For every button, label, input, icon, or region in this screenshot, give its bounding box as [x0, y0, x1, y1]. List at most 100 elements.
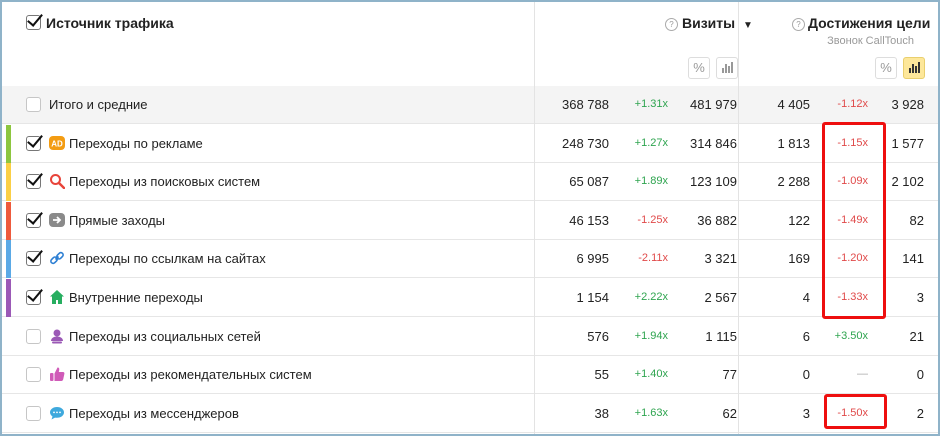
row-checkbox[interactable] [26, 136, 41, 151]
source-label[interactable]: Итого и средние [49, 97, 148, 112]
social-person-icon [49, 328, 65, 344]
column-divider [534, 2, 535, 434]
goal-change: -1.09x [837, 175, 868, 187]
thumbs-up-icon [49, 366, 65, 382]
table-row[interactable]: AD Переходы по рекламе 248 730 +1.27x 314 84… [2, 125, 938, 163]
row-checkbox[interactable] [26, 290, 41, 305]
source-label[interactable]: Переходы по рекламе [69, 136, 203, 151]
series-color-strip [6, 163, 11, 201]
visits-change: +1.94x [634, 330, 668, 342]
goal-change: -1.15x [837, 137, 868, 149]
visits-value: 65 087 [569, 174, 609, 189]
goal-change: — [857, 368, 868, 380]
row-checkbox[interactable] [26, 251, 41, 266]
goal-value: 2 288 [777, 174, 810, 189]
visits-help-icon[interactable]: ? [665, 18, 678, 31]
visits-label: Визиты [682, 15, 736, 31]
visits-change: -2.11x [638, 252, 668, 264]
table-row[interactable]: Переходы из рекомендательных систем 55 +1.… [2, 356, 938, 394]
row-checkbox[interactable] [26, 97, 41, 112]
home-icon [49, 289, 65, 305]
series-color-strip [6, 125, 11, 163]
visits-change: +1.89x [634, 175, 668, 187]
visits-value: 46 153 [569, 213, 609, 228]
goals-help-icon[interactable]: ? [792, 18, 805, 31]
svg-text:AD: AD [51, 140, 63, 149]
source-column-header[interactable]: Источник трафика [46, 15, 174, 31]
goal-change: -1.20x [837, 252, 868, 264]
visits-compare-value: 62 [722, 406, 737, 421]
goal-compare-value: 3 [916, 290, 924, 305]
goals-percent-toggle[interactable]: % [875, 57, 897, 79]
visits-value: 6 995 [576, 251, 609, 266]
series-color-strip [6, 279, 11, 317]
table-row[interactable]: Прямые заходы 46 153 -1.25x 36 882 122 -1.49x… [2, 202, 938, 240]
goals-bars-toggle[interactable] [903, 57, 925, 79]
row-checkbox[interactable] [26, 213, 41, 228]
goal-value: 6 [802, 329, 810, 344]
visits-percent-toggle[interactable]: % [688, 57, 710, 79]
visits-compare-value: 1 115 [705, 329, 737, 344]
link-icon [49, 250, 65, 266]
table-row[interactable]: Переходы из мессенджеров 38 +1.63x 62 3 -1.50… [2, 395, 938, 433]
source-label[interactable]: Переходы из мессенджеров [69, 406, 239, 421]
table-row[interactable]: Переходы из поисковых систем 65 087 +1.89x… [2, 163, 938, 201]
source-label[interactable]: Внутренние переходы [69, 290, 203, 305]
table-row[interactable]: Внутренние переходы 1 154 +2.22x 2 567 4 -1.3… [2, 279, 938, 317]
table-row[interactable]: Переходы из социальных сетей 576 +1.94x 1 1… [2, 318, 938, 356]
visits-compare-value: 123 109 [690, 174, 737, 189]
row-checkbox[interactable] [26, 367, 41, 382]
visits-value: 248 730 [562, 136, 609, 151]
goal-value: 4 405 [777, 97, 810, 112]
goal-change: -1.50x [837, 407, 868, 419]
ad-icon: AD [49, 135, 65, 151]
visits-value: 38 [594, 406, 609, 421]
visits-compare-value: 77 [722, 367, 737, 382]
highlight-box-messengers [824, 394, 887, 429]
visits-change: +2.22x [634, 291, 668, 303]
goal-name: Звонок CallTouch [827, 35, 914, 47]
goal-change: -1.49x [837, 214, 868, 226]
visits-change: -1.25x [637, 214, 668, 226]
series-color-strip [6, 240, 11, 278]
visits-bars-toggle[interactable] [716, 57, 738, 79]
source-label[interactable]: Прямые заходы [69, 213, 166, 228]
goal-compare-value: 82 [909, 213, 924, 228]
goal-value: 3 [802, 406, 810, 421]
goal-change: -1.12x [837, 98, 868, 110]
goals-column-header[interactable]: Достижения цели [808, 15, 931, 31]
goal-compare-value: 21 [909, 329, 924, 344]
search-icon [49, 173, 66, 190]
table-row[interactable]: Переходы по ссылкам на сайтах 6 995 -2.11x… [2, 240, 938, 278]
select-all-checkbox[interactable] [26, 15, 41, 30]
sort-desc-icon: ▼ [743, 20, 753, 31]
visits-value: 368 788 [562, 97, 609, 112]
visits-column-header[interactable]: Визиты ▼ [682, 15, 753, 31]
highlight-box-decreases [822, 122, 886, 319]
row-checkbox[interactable] [26, 329, 41, 344]
goal-value: 169 [788, 251, 810, 266]
goal-compare-value: 141 [902, 251, 924, 266]
visits-change: +1.27x [634, 137, 668, 149]
row-checkbox[interactable] [26, 406, 41, 421]
total-row[interactable]: Итого и средние 368 788 +1.31x 481 979 4 405… [2, 86, 938, 124]
source-label[interactable]: Переходы по ссылкам на сайтах [69, 251, 266, 266]
source-label[interactable]: Переходы из рекомендательных систем [69, 367, 312, 382]
goal-compare-value: 1 577 [891, 136, 924, 151]
visits-value: 1 154 [576, 290, 609, 305]
visits-compare-value: 481 979 [690, 97, 737, 112]
goal-compare-value: 3 928 [891, 97, 924, 112]
visits-change: +1.31x [634, 98, 668, 110]
goal-compare-value: 2 102 [891, 174, 924, 189]
goal-value: 1 813 [777, 136, 810, 151]
table-header: Источник трафика ? Визиты ▼ % ? Достижен… [2, 2, 938, 87]
source-label[interactable]: Переходы из социальных сетей [69, 329, 261, 344]
visits-change: +1.40x [634, 368, 668, 380]
row-checkbox[interactable] [26, 174, 41, 189]
visits-compare-value: 2 567 [704, 290, 737, 305]
source-label[interactable]: Переходы из поисковых систем [69, 174, 261, 189]
goal-change: +3.50x [834, 330, 868, 342]
visits-compare-value: 36 882 [697, 213, 737, 228]
series-color-strip [6, 202, 11, 240]
